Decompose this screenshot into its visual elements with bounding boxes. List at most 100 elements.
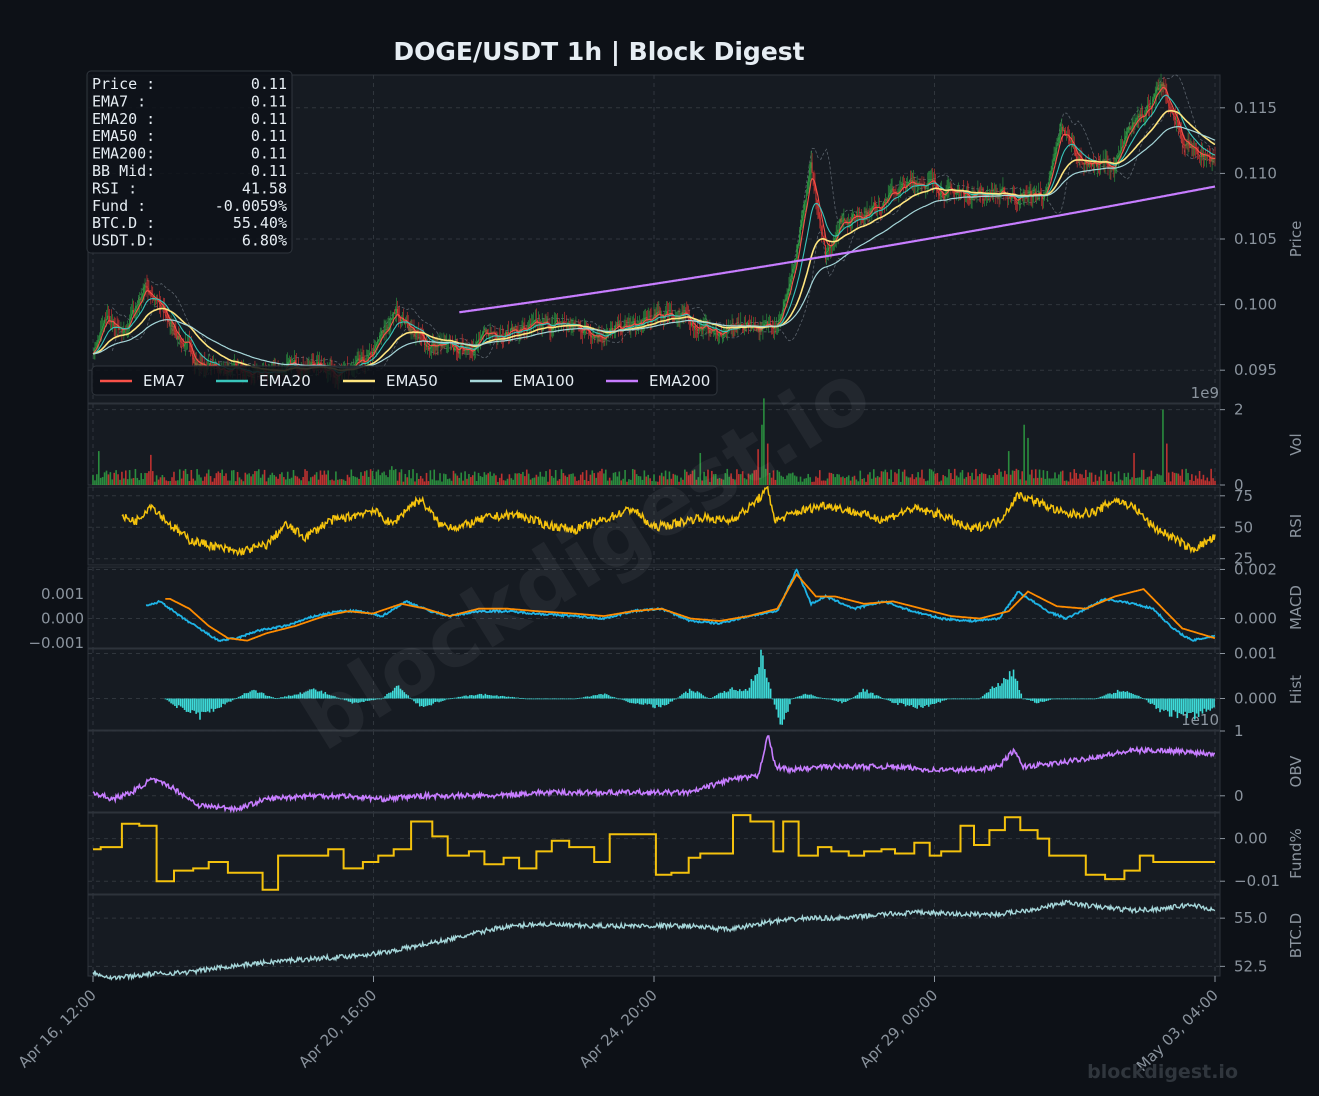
candle-body <box>1154 93 1156 98</box>
volume-bar <box>1040 477 1043 485</box>
volume-bar <box>799 476 802 485</box>
candle-body <box>1003 187 1005 193</box>
volume-bar <box>977 476 979 485</box>
candle-body <box>853 214 855 217</box>
volume-bar <box>884 469 887 485</box>
volume-bar <box>1183 481 1185 485</box>
volume-bar <box>144 472 146 485</box>
candle-body <box>129 319 131 326</box>
candle-body <box>520 329 522 331</box>
volume-bar <box>470 477 472 485</box>
candle-body <box>1128 127 1130 131</box>
histogram-bar <box>756 673 758 699</box>
histogram-bar <box>249 691 251 699</box>
histogram-bar <box>1112 692 1115 699</box>
histogram-bar <box>1037 698 1040 704</box>
candle-body <box>1079 157 1081 159</box>
volume-bar <box>502 480 505 485</box>
volume-bar <box>788 473 790 485</box>
histogram-bar <box>399 688 402 699</box>
volume-bar <box>522 471 524 485</box>
histogram-bar <box>1026 698 1028 700</box>
candle-body <box>607 333 609 336</box>
candle-body <box>236 364 238 367</box>
histogram-bar <box>623 698 625 701</box>
candle-body <box>1185 143 1187 146</box>
candle-body <box>824 240 826 246</box>
volume-bar <box>1206 477 1209 485</box>
candle-body <box>369 352 371 356</box>
histogram-bar <box>615 697 618 699</box>
volume-bar <box>745 479 748 485</box>
histogram-bar <box>613 697 616 699</box>
volume-bar <box>128 470 131 485</box>
histogram-bar <box>947 698 949 700</box>
candle-body <box>101 328 103 331</box>
histogram-bar <box>681 694 683 699</box>
candle-body <box>312 361 314 363</box>
candle-body <box>639 322 641 324</box>
volume-bar <box>1036 477 1039 485</box>
candle-body <box>1200 153 1202 155</box>
candle-body <box>359 360 361 362</box>
volume-bar <box>1106 474 1108 485</box>
candle-body <box>842 220 844 222</box>
histogram-bar <box>183 698 186 710</box>
candle-body <box>1189 145 1191 149</box>
volume-bar <box>364 471 366 485</box>
candle-body <box>1046 188 1048 191</box>
candle-body <box>947 188 949 190</box>
candle-body <box>681 312 683 315</box>
candle-body <box>354 364 356 366</box>
histogram-bar <box>673 698 676 700</box>
volume-bar <box>720 478 723 485</box>
volume-bar <box>1133 452 1135 485</box>
volume-bar <box>1088 472 1091 485</box>
volume-bar <box>448 478 451 485</box>
candle-body <box>970 198 972 200</box>
histogram-bar <box>598 694 600 699</box>
histogram-bar <box>594 695 597 699</box>
candle-body <box>809 168 811 175</box>
candle-body <box>869 211 871 216</box>
volume-bar <box>687 475 690 485</box>
candle-body <box>373 348 375 354</box>
volume-bar <box>1059 471 1062 485</box>
candle-body <box>356 360 358 363</box>
candle-body <box>471 351 473 353</box>
volume-bar <box>333 480 335 485</box>
candle-body <box>107 315 109 317</box>
candle-body <box>456 349 458 353</box>
histogram-bar <box>916 698 918 709</box>
candle-body <box>1201 153 1203 157</box>
info-value: 0.11 <box>251 75 287 93</box>
volume-bar <box>196 469 198 485</box>
candle-body <box>378 339 380 341</box>
volume-bar <box>321 474 324 485</box>
volume-bar <box>211 481 214 485</box>
y-tick-label: 52.5 <box>1234 957 1267 975</box>
candle-body <box>949 186 951 188</box>
histogram-bar <box>690 690 693 699</box>
y-tick-label: 1 <box>1234 722 1244 740</box>
histogram-bar <box>972 698 974 700</box>
candle-body <box>286 364 288 367</box>
histogram-bar <box>827 698 830 700</box>
volume-bar <box>795 476 798 485</box>
candle-body <box>1064 130 1066 134</box>
candle-body <box>1062 126 1064 132</box>
candle-body <box>383 330 385 333</box>
histogram-bar <box>929 698 932 705</box>
volume-bar <box>647 474 650 485</box>
candle-body <box>1124 137 1126 141</box>
histogram-bar <box>334 696 336 699</box>
histogram-bar <box>981 696 984 699</box>
candle-body <box>886 199 888 201</box>
candle-body <box>1116 158 1118 163</box>
candle-body <box>1175 119 1177 121</box>
volume-bar <box>643 470 646 485</box>
histogram-bar <box>927 698 930 707</box>
candle-body <box>710 329 712 331</box>
histogram-bar <box>1122 691 1125 699</box>
histogram-bar <box>1207 698 1210 710</box>
